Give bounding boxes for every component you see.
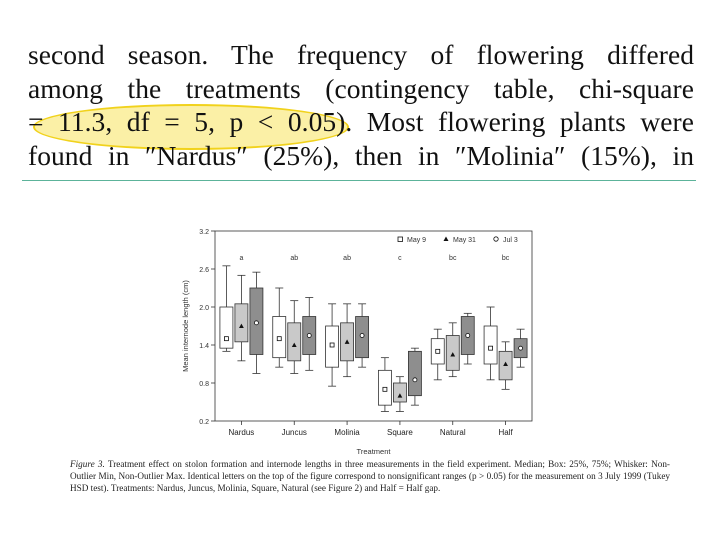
paragraph-line-2: among the treatments (contingency table,… bbox=[28, 72, 694, 104]
body-paragraph: second season. The frequency of flowerin… bbox=[28, 38, 694, 172]
caption-text: Treatment effect on stolon formation and… bbox=[70, 459, 670, 494]
median-marker-square bbox=[224, 336, 229, 342]
median-marker-triangle bbox=[397, 393, 403, 398]
chart-plot-area: a ab ab c bc bc bbox=[219, 255, 528, 412]
significance-letter: ab bbox=[290, 255, 298, 262]
section-divider bbox=[22, 180, 696, 181]
plot-frame bbox=[214, 230, 533, 422]
y-tick-label: 0.8 bbox=[199, 381, 209, 388]
box-may-9 bbox=[483, 325, 498, 365]
paragraph-line-3: = 11.3, df = 5, p < 0.05). Most flowerin… bbox=[28, 105, 694, 139]
y-tick-label: 2.0 bbox=[199, 305, 209, 312]
median-marker-square bbox=[276, 336, 282, 342]
significance-letter: bc bbox=[449, 255, 457, 262]
median-marker-triangle bbox=[239, 323, 244, 328]
median-marker-circle bbox=[412, 377, 418, 383]
x-tick-label: Molinia bbox=[334, 428, 360, 437]
paragraph-line-1: second season. The frequency of flowerin… bbox=[28, 39, 694, 70]
box-jul-3 bbox=[408, 350, 422, 397]
paragraph-line-3-rest: . Most flowering plants were bbox=[345, 106, 694, 137]
significance-letter: a bbox=[239, 255, 243, 262]
x-tick-label: Half bbox=[498, 428, 513, 437]
median-marker-circle bbox=[518, 345, 523, 351]
legend-marker-square bbox=[397, 236, 403, 242]
y-tick-label: 3.2 bbox=[199, 229, 209, 236]
median-marker-triangle bbox=[344, 339, 350, 344]
median-marker-circle bbox=[359, 333, 365, 338]
box-may-31 bbox=[393, 382, 407, 403]
x-tick-label: Nardus bbox=[229, 428, 255, 437]
legend-marker-circle bbox=[493, 236, 499, 242]
y-axis-label: Mean internode length (cm) bbox=[181, 280, 190, 372]
median-marker-circle bbox=[254, 320, 259, 326]
significance-letter: ab bbox=[343, 255, 351, 262]
median-marker-triangle bbox=[450, 352, 456, 357]
box-may-31 bbox=[234, 303, 249, 343]
x-tick-label: Square bbox=[387, 428, 413, 437]
highlight-ellipse bbox=[33, 104, 349, 150]
y-tick-label: 0.2 bbox=[199, 419, 209, 426]
median-marker-circle bbox=[306, 333, 312, 338]
legend-label: May 31 bbox=[453, 237, 476, 244]
x-tick-label: Natural bbox=[440, 428, 466, 437]
chart-legend: May 9 May 31 Jul 3 bbox=[397, 236, 518, 244]
median-marker-square bbox=[435, 348, 441, 354]
significance-letter: bc bbox=[502, 255, 510, 262]
y-tick-label: 1.4 bbox=[199, 343, 209, 350]
median-marker-square bbox=[329, 342, 335, 348]
legend-marker-triangle bbox=[443, 236, 449, 241]
legend-label: May 9 bbox=[407, 237, 426, 244]
median-marker-triangle bbox=[503, 361, 508, 366]
median-marker-circle bbox=[465, 333, 471, 338]
paragraph-line-4: found in ″Nardus″ (25%), then in ″Molini… bbox=[28, 139, 694, 171]
highlighted-statistic: = 11.3, df = 5, p < 0.05) bbox=[28, 106, 346, 137]
box-may-9 bbox=[219, 306, 234, 349]
x-axis-label: Treatment bbox=[357, 447, 392, 456]
figure-label: Figure 3. bbox=[70, 459, 105, 469]
x-tick-label: Juncus bbox=[282, 428, 307, 437]
legend-label: Jul 3 bbox=[503, 237, 518, 244]
box-plot-chart: 3.2 2.6 2.0 1.4 0.8 0.2 Treatment Mean internod… bbox=[181, 229, 533, 456]
significance-letter: c bbox=[398, 255, 402, 262]
box-may-31 bbox=[287, 322, 302, 362]
chart-axes: 3.2 2.6 2.0 1.4 0.8 0.2 Treatment Mean internod… bbox=[181, 229, 533, 456]
figure-caption: Figure 3. Treatment effect on stolon for… bbox=[70, 458, 670, 495]
median-marker-square bbox=[488, 345, 493, 351]
median-marker-square bbox=[382, 386, 388, 392]
y-tick-label: 2.6 bbox=[199, 267, 209, 274]
median-marker-triangle bbox=[291, 342, 297, 347]
